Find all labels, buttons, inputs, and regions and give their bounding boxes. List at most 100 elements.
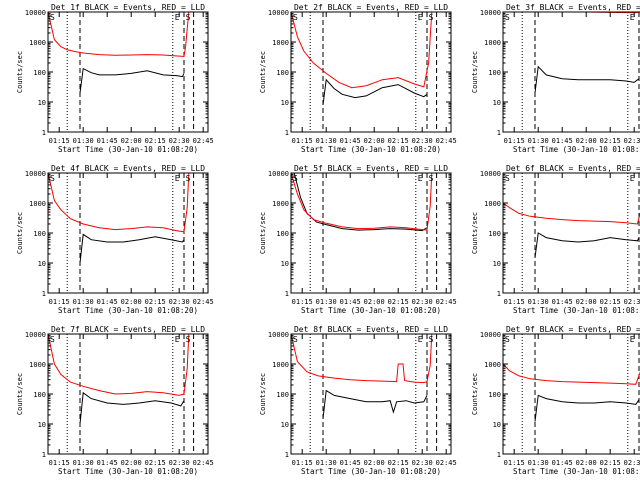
x-tick-label: 02:30 xyxy=(169,137,190,145)
y-tick-label: 10000 xyxy=(480,331,501,339)
x-tick-label: 01:30 xyxy=(528,298,549,306)
x-tick-label: 01:30 xyxy=(316,459,337,467)
y-tick-label: 1000 xyxy=(29,39,46,47)
x-tick-label: 01:15 xyxy=(292,298,313,306)
events-series-line xyxy=(322,78,428,105)
lld-series-line xyxy=(47,333,190,396)
y-tick-label: 1000 xyxy=(272,200,289,208)
y-axis-label: Counts/sec xyxy=(16,212,24,254)
start-marker-s-right: S xyxy=(186,174,191,183)
start-marker-s: S xyxy=(50,13,55,22)
x-tick-label: 01:15 xyxy=(49,298,70,306)
x-tick-label: 02:30 xyxy=(624,137,640,145)
y-tick-label: 10 xyxy=(281,260,289,268)
start-marker-s: S xyxy=(505,13,510,22)
x-tick-label: 01:15 xyxy=(504,298,525,306)
x-tick-label: 02:30 xyxy=(624,298,640,306)
y-tick-label: 100 xyxy=(488,69,501,77)
events-series-line xyxy=(79,67,185,94)
start-marker-s-right: S xyxy=(186,335,191,344)
x-tick-label: 01:30 xyxy=(73,137,94,145)
y-tick-label: 100 xyxy=(276,391,289,399)
x-tick-label: 01:45 xyxy=(340,459,361,467)
x-tick-label: 01:30 xyxy=(73,459,94,467)
y-tick-label: 1 xyxy=(285,290,289,298)
x-tick-label: 02:45 xyxy=(193,459,214,467)
y-tick-label: 1 xyxy=(285,129,289,137)
start-marker-s: S xyxy=(505,335,510,344)
panel-det-6: 1 10 100 1000 10000 01:15 01:30 01:45 02:00 02:15… xyxy=(471,164,640,315)
y-tick-label: 1 xyxy=(42,290,46,298)
y-axis-label: Counts/sec xyxy=(259,51,267,93)
y-tick-label: 100 xyxy=(33,230,46,238)
panel-title: Det 1f BLACK = Events, RED = LLD xyxy=(51,3,205,12)
lld-series-line xyxy=(47,172,190,233)
y-tick-label: 100 xyxy=(488,230,501,238)
y-tick-label: 10000 xyxy=(25,170,46,178)
x-tick-label: 02:15 xyxy=(600,298,621,306)
x-tick-label: 02:15 xyxy=(600,137,621,145)
y-axis-label: Counts/sec xyxy=(259,212,267,254)
y-axis-label: Counts/sec xyxy=(16,373,24,415)
y-tick-label: 1000 xyxy=(272,39,289,47)
y-tick-label: 1 xyxy=(42,451,46,459)
x-tick-label: 02:45 xyxy=(193,137,214,145)
start-marker-s: S xyxy=(293,335,298,344)
start-marker-s-right: S xyxy=(429,13,434,22)
x-tick-label: 02:00 xyxy=(576,137,597,145)
panel-det-8: 1 10 100 1000 10000 01:15 01:30 01:45 02:00 02:15… xyxy=(259,325,457,476)
y-tick-label: 10000 xyxy=(480,9,501,17)
panel-title: Det 4f BLACK = Events, RED = LLD xyxy=(51,164,205,173)
y-tick-label: 10 xyxy=(38,99,46,107)
y-axis-label: Counts/sec xyxy=(16,51,24,93)
x-tick-label: 02:00 xyxy=(121,298,142,306)
end-marker-e: E xyxy=(418,13,423,22)
y-axis-label: Counts/sec xyxy=(259,373,267,415)
x-tick-label: 02:45 xyxy=(436,459,457,467)
x-tick-label: 01:45 xyxy=(340,298,361,306)
y-tick-label: 1000 xyxy=(484,39,501,47)
lld-series-line xyxy=(290,333,433,384)
x-axis-label: Start Time (30-Jan-10 01:08:20) xyxy=(58,467,198,476)
end-marker-e: E xyxy=(630,13,635,22)
start-marker-s: S xyxy=(50,335,55,344)
x-tick-label: 02:30 xyxy=(624,459,640,467)
panel-det-3: 1 10 100 1000 10000 01:15 01:30 01:45 02:00 02:15… xyxy=(471,3,640,154)
y-tick-label: 10000 xyxy=(268,331,289,339)
y-tick-label: 1 xyxy=(42,129,46,137)
end-marker-e: E xyxy=(630,174,635,183)
panel-title: Det 9f BLACK = Events, RED = LLD xyxy=(506,325,640,334)
panel-title: Det 7f BLACK = Events, RED = LLD xyxy=(51,325,205,334)
x-tick-label: 01:30 xyxy=(528,459,549,467)
x-tick-label: 01:45 xyxy=(340,137,361,145)
start-marker-s: S xyxy=(293,174,298,183)
x-axis-label: Start Time (30-Jan-10 01:08:20) xyxy=(513,467,640,476)
x-axis-label: Start Time (30-Jan-10 01:08:20) xyxy=(301,145,441,154)
y-tick-label: 10 xyxy=(38,260,46,268)
y-tick-label: 100 xyxy=(276,69,289,77)
events-series-line xyxy=(534,394,640,422)
x-tick-label: 01:45 xyxy=(552,137,573,145)
y-tick-label: 1 xyxy=(285,451,289,459)
x-tick-label: 01:30 xyxy=(528,137,549,145)
y-tick-label: 100 xyxy=(276,230,289,238)
x-tick-label: 02:00 xyxy=(121,137,142,145)
y-tick-label: 10 xyxy=(281,99,289,107)
y-tick-label: 1000 xyxy=(272,361,289,369)
y-tick-label: 10000 xyxy=(268,170,289,178)
end-marker-e: E xyxy=(175,13,180,22)
lld-series-line xyxy=(290,11,433,89)
y-tick-label: 10000 xyxy=(480,170,501,178)
x-axis-label: Start Time (30-Jan-10 01:08:20) xyxy=(513,145,640,154)
x-tick-label: 02:30 xyxy=(169,459,190,467)
x-tick-label: 01:45 xyxy=(552,459,573,467)
x-tick-label: 02:15 xyxy=(145,459,166,467)
lld-series-line xyxy=(502,202,640,225)
y-tick-label: 1000 xyxy=(29,200,46,208)
y-tick-label: 1000 xyxy=(29,361,46,369)
x-tick-label: 01:15 xyxy=(504,137,525,145)
start-marker-s-right: S xyxy=(429,174,434,183)
lld-series-line xyxy=(290,172,433,231)
x-tick-label: 02:30 xyxy=(412,137,433,145)
events-series-line xyxy=(293,172,428,232)
